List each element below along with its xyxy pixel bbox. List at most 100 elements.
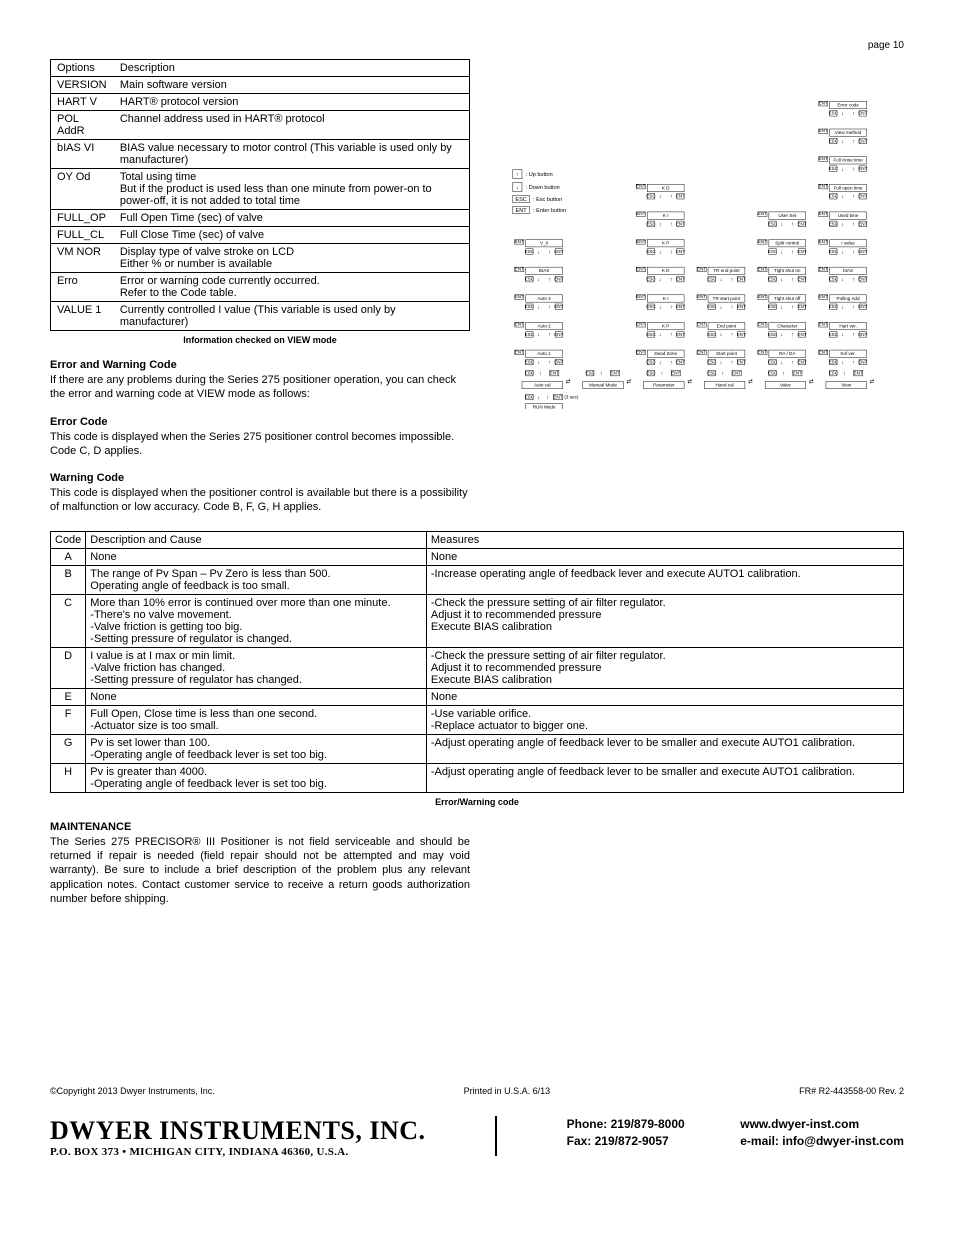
svg-text:ENT: ENT xyxy=(858,249,867,254)
svg-text:ENT: ENT xyxy=(676,277,685,282)
svg-text:↑: ↑ xyxy=(791,332,794,338)
svg-text:ENT: ENT xyxy=(554,332,563,337)
svg-text:⇄: ⇄ xyxy=(809,378,814,385)
code-cell: D xyxy=(51,647,86,688)
code-cell: F xyxy=(51,705,86,734)
svg-text:ESC: ESC xyxy=(829,277,839,282)
code-desc: Full Open, Close time is less than one s… xyxy=(86,705,427,734)
svg-text:Dead Zone: Dead Zone xyxy=(654,351,677,356)
svg-text:Hart ver.: Hart ver. xyxy=(839,323,856,328)
svg-text:ESC: ESC xyxy=(525,394,535,399)
code-meas: None xyxy=(426,548,903,565)
svg-text:Manual Mode: Manual Mode xyxy=(589,382,617,387)
svg-text:Parameter: Parameter xyxy=(653,382,675,387)
svg-text:↓: ↓ xyxy=(537,395,540,401)
svg-text:ENT: ENT xyxy=(515,294,524,299)
svg-text:↑: ↑ xyxy=(670,249,673,255)
svg-text:⇄: ⇄ xyxy=(627,378,632,385)
code-meas: -Check the pressure setting of air filte… xyxy=(426,594,903,647)
svg-text:↓: ↓ xyxy=(537,332,540,338)
svg-text:ENT: ENT xyxy=(858,111,867,116)
svg-text:ESC: ESC xyxy=(768,304,778,309)
svg-text:↓: ↓ xyxy=(659,305,662,311)
svg-text:↓: ↓ xyxy=(841,222,844,228)
svg-text:↓: ↓ xyxy=(516,185,519,191)
svg-text:↑: ↑ xyxy=(791,277,794,283)
svg-text:ESC: ESC xyxy=(525,277,535,282)
svg-text:↑: ↑ xyxy=(731,360,734,366)
svg-text:↑: ↑ xyxy=(548,332,551,338)
svg-text:ENT: ENT xyxy=(697,266,706,271)
svg-text:Auto 3: Auto 3 xyxy=(537,296,551,301)
svg-text:ESC: ESC xyxy=(525,249,535,254)
svg-text:ESC: ESC xyxy=(707,359,717,364)
svg-text:ENT: ENT xyxy=(737,304,746,309)
svg-text:↓: ↓ xyxy=(841,360,844,366)
svg-text:↑: ↑ xyxy=(670,305,673,311)
svg-text:ESC: ESC xyxy=(768,221,778,226)
svg-text:ENT: ENT xyxy=(737,359,746,364)
svg-text:↑: ↑ xyxy=(843,371,846,377)
codes-header-desc: Description and Cause xyxy=(86,531,427,548)
svg-text:ENT: ENT xyxy=(515,266,524,271)
svg-text:TR end point: TR end point xyxy=(713,268,740,273)
svg-text:ENT: ENT xyxy=(819,128,828,133)
svg-text:↓: ↓ xyxy=(537,305,540,311)
svg-text:K P: K P xyxy=(662,323,669,328)
svg-text:ENT: ENT xyxy=(758,266,767,271)
options-cell-desc: HART® protocol version xyxy=(114,94,470,111)
svg-text:ENT: ENT xyxy=(819,183,828,188)
svg-text:↓: ↓ xyxy=(780,305,783,311)
code-meas: -Check the pressure setting of air filte… xyxy=(426,647,903,688)
svg-text:ENT: ENT xyxy=(797,359,806,364)
svg-text:Tight shut off: Tight shut off xyxy=(774,296,801,301)
svg-text:↑: ↑ xyxy=(852,332,855,338)
svg-text:↑: ↑ xyxy=(852,277,855,283)
svg-text:↑: ↑ xyxy=(791,360,794,366)
svg-text:ESC: ESC xyxy=(646,370,656,375)
svg-text:↑: ↑ xyxy=(852,111,855,117)
svg-text:↑: ↑ xyxy=(670,360,673,366)
svg-text:↑: ↑ xyxy=(670,332,673,338)
copyright: ©Copyright 2013 Dwyer Instruments, Inc. xyxy=(50,1086,215,1096)
svg-text:ESC: ESC xyxy=(768,359,778,364)
svg-text:ESC: ESC xyxy=(829,304,839,309)
code-meas: -Adjust operating angle of feedback leve… xyxy=(426,734,903,763)
code-meas: -Use variable orifice. -Replace actuator… xyxy=(426,705,903,734)
svg-text:⇄: ⇄ xyxy=(748,378,753,385)
svg-text:Used time: Used time xyxy=(838,213,859,218)
svg-text:↑: ↑ xyxy=(852,360,855,366)
svg-text:↑: ↑ xyxy=(661,371,664,377)
svg-text:↓: ↓ xyxy=(537,277,540,283)
options-cell-opt: VM NOR xyxy=(51,244,114,273)
options-cell-opt: HART V xyxy=(51,94,114,111)
svg-text:ENT: ENT xyxy=(636,266,645,271)
svg-text:RUN Mode: RUN Mode xyxy=(533,405,556,409)
svg-text:↓: ↓ xyxy=(537,360,540,366)
svg-text:ENT: ENT xyxy=(732,370,741,375)
svg-text:ENT: ENT xyxy=(697,322,706,327)
svg-text:↑: ↑ xyxy=(600,371,603,377)
svg-text:↑: ↑ xyxy=(852,222,855,228)
options-header-desc: Description xyxy=(114,60,470,77)
svg-text:↑: ↑ xyxy=(670,277,673,283)
svg-text:ENT: ENT xyxy=(737,277,746,282)
svg-text:Auto cal: Auto cal xyxy=(534,382,551,387)
options-caption: Information checked on VIEW mode xyxy=(50,335,470,345)
svg-text:ESC: ESC xyxy=(829,359,839,364)
svg-text:ENT: ENT xyxy=(636,294,645,299)
svg-text:↑: ↑ xyxy=(548,249,551,255)
warning-code-para: This code is displayed when the position… xyxy=(50,486,470,515)
svg-text:Sof ver.: Sof ver. xyxy=(840,351,856,356)
svg-text:ENT: ENT xyxy=(758,294,767,299)
codes-header-meas: Measures xyxy=(426,531,903,548)
svg-text:↓: ↓ xyxy=(780,360,783,366)
options-cell-opt: FULL_OP xyxy=(51,210,114,227)
svg-text:↑: ↑ xyxy=(721,371,724,377)
svg-text:ESC: ESC xyxy=(768,332,778,337)
svg-text:ENT: ENT xyxy=(636,211,645,216)
svg-text:Auto 1: Auto 1 xyxy=(537,351,551,356)
svg-text:: Enter button: : Enter button xyxy=(533,208,566,214)
code-meas: -Increase operating angle of feedback le… xyxy=(426,565,903,594)
warning-code-heading: Warning Code xyxy=(50,472,470,484)
